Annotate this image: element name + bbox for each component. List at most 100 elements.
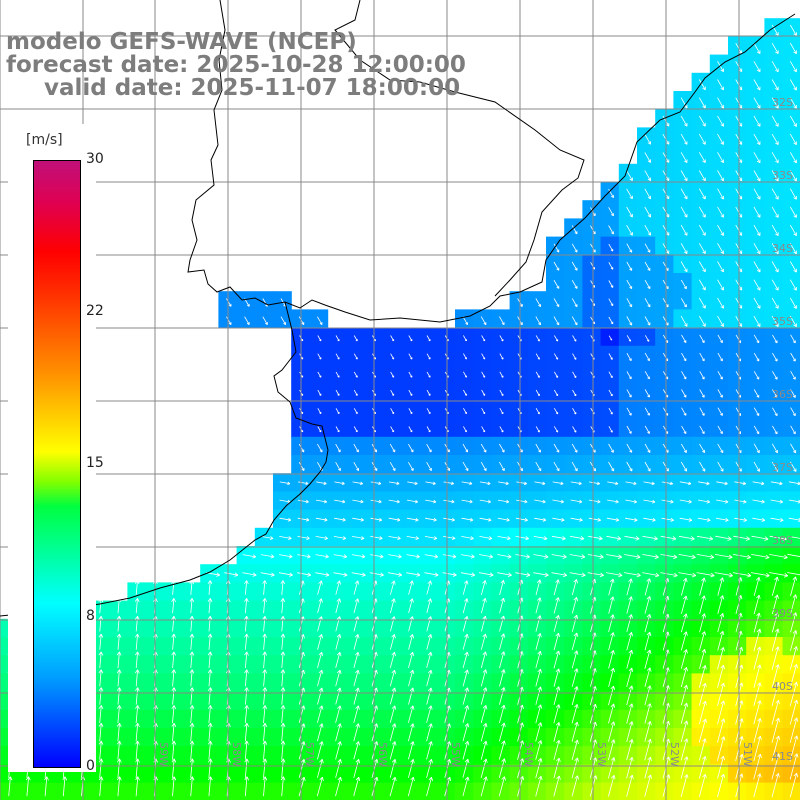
wind-arrow — [570, 535, 585, 541]
wind-arrow — [571, 579, 578, 596]
wind-arrow — [644, 335, 650, 342]
wind-arrow — [680, 170, 688, 182]
wind-arrow — [535, 650, 542, 669]
colorbar-tick-22: 22 — [86, 303, 104, 319]
wind-arrow — [388, 536, 401, 540]
wind-arrow — [717, 718, 726, 743]
wind-arrow — [353, 776, 361, 797]
wind-arrow — [717, 279, 724, 291]
wind-arrow — [790, 352, 796, 362]
wind-cell — [382, 709, 401, 729]
wind-arrow — [462, 443, 469, 453]
wind-arrow — [481, 580, 487, 595]
wind-arrow — [426, 687, 433, 705]
wind-arrow — [462, 669, 469, 687]
wind-arrow — [572, 335, 577, 342]
wind-arrow — [426, 443, 432, 453]
wind-cell — [782, 345, 800, 365]
wind-arrow — [135, 722, 140, 742]
wind-arrow — [608, 614, 615, 633]
wind-arrow — [608, 207, 614, 217]
wind-arrow — [626, 443, 633, 453]
wind-arrow — [569, 572, 586, 578]
latitude-label: 32S — [772, 96, 793, 109]
wind-arrow — [189, 758, 195, 778]
wind-arrow — [608, 389, 613, 397]
wind-arrow — [608, 407, 613, 415]
wind-cell — [746, 691, 765, 711]
wind-arrow — [499, 389, 504, 396]
wind-arrow — [207, 651, 213, 669]
wind-arrow — [771, 717, 780, 743]
wind-arrow — [316, 481, 327, 485]
wind-arrow — [226, 298, 232, 307]
wind-arrow — [207, 758, 213, 778]
wind-arrow — [699, 371, 705, 380]
wind-arrow — [608, 667, 615, 687]
wind-arrow — [244, 669, 249, 687]
wind-arrow — [317, 651, 324, 669]
wind-arrow — [680, 702, 689, 724]
wind-arrow — [116, 705, 122, 724]
wind-arrow — [644, 774, 652, 797]
wind-arrow — [680, 261, 688, 273]
wind-arrow — [643, 499, 656, 504]
wind-arrow — [335, 443, 341, 453]
wind-arrow — [790, 594, 798, 615]
wind-arrow — [790, 630, 798, 651]
wind-arrow — [407, 481, 418, 485]
wind-arrow — [317, 353, 322, 360]
wind-arrow — [408, 669, 415, 687]
wind-arrow — [715, 535, 732, 541]
wind-cell — [564, 582, 583, 602]
wind-arrow — [426, 651, 433, 669]
wind-arrow — [388, 554, 402, 559]
wind-arrow — [644, 631, 652, 651]
wind-arrow — [553, 298, 560, 308]
wind-arrow — [787, 572, 800, 576]
wind-arrow — [552, 517, 565, 522]
wind-arrow — [390, 371, 395, 378]
wind-cell — [782, 364, 800, 383]
wind-arrow — [480, 723, 488, 742]
wind-arrow — [499, 615, 506, 632]
wind-arrow — [587, 554, 604, 559]
wind-arrow — [753, 773, 762, 798]
wind-arrow — [535, 597, 542, 614]
wind-arrow — [753, 389, 760, 398]
wind-arrow — [298, 723, 306, 742]
wind-arrow — [698, 315, 706, 327]
wind-arrow — [135, 740, 140, 760]
wind-arrow — [460, 554, 475, 559]
wind-arrow — [626, 774, 634, 797]
wind-arrow — [297, 554, 311, 559]
wind-arrow — [717, 152, 724, 164]
wind-arrow — [644, 188, 651, 200]
wind-arrow — [699, 352, 705, 362]
wind-arrow — [351, 554, 366, 559]
wind-arrow — [388, 572, 403, 577]
wind-arrow — [644, 298, 651, 308]
wind-arrow — [698, 206, 706, 218]
wind-arrow — [608, 596, 615, 614]
wind-arrow — [717, 700, 726, 725]
wind-arrow — [717, 115, 724, 127]
colorbar-unit-label: [m/s] — [26, 132, 63, 148]
wind-arrow — [553, 353, 559, 360]
wind-arrow — [207, 633, 213, 650]
wind-arrow — [571, 279, 578, 289]
wind-arrow — [790, 389, 796, 398]
wind-arrow — [769, 572, 789, 578]
wind-arrow — [551, 554, 567, 559]
wind-arrow — [44, 776, 49, 797]
wind-arrow — [134, 669, 140, 687]
wind-arrow — [98, 687, 104, 705]
wind-arrow — [588, 481, 600, 486]
wind-cell — [782, 782, 800, 800]
wind-arrow — [772, 425, 778, 435]
wind-arrow — [426, 669, 433, 687]
wind-cell — [782, 254, 800, 274]
wind-arrow — [317, 723, 324, 742]
wind-arrow — [443, 536, 456, 540]
wind-cell — [709, 618, 729, 638]
